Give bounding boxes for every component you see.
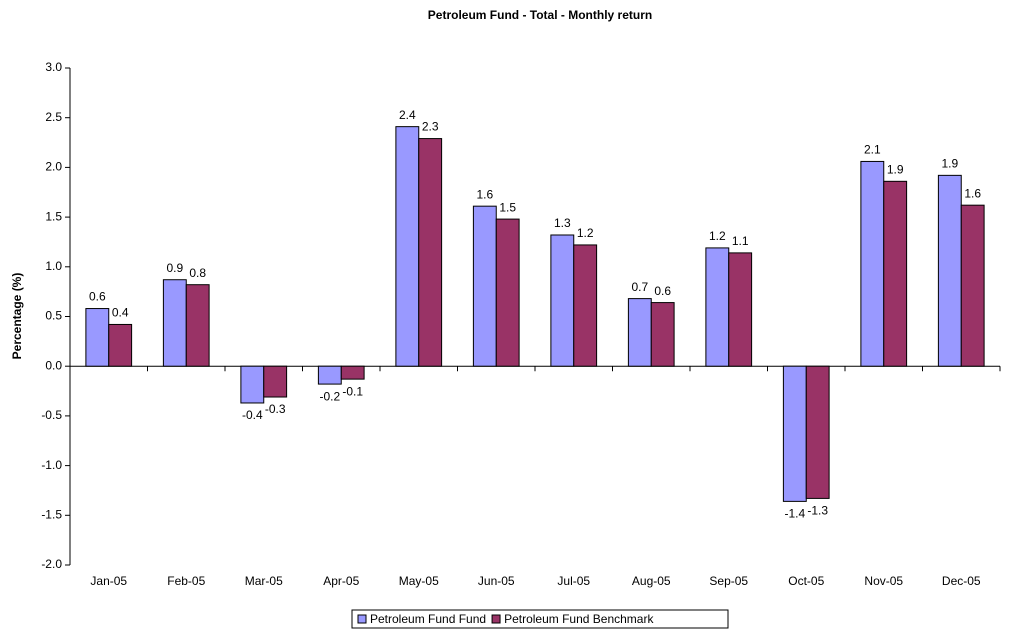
bar <box>263 365 288 398</box>
bar <box>240 365 265 404</box>
value-label: 0.6 <box>654 284 671 298</box>
value-label: -0.4 <box>242 408 263 422</box>
y-tick-label: -1.5 <box>41 507 62 521</box>
value-label: 1.9 <box>887 162 904 176</box>
bar <box>418 138 443 367</box>
x-tick-label: Jan-05 <box>90 574 127 588</box>
x-tick-label: Dec-05 <box>942 574 981 588</box>
x-tick-label: Oct-05 <box>788 574 824 588</box>
bar <box>317 365 342 385</box>
y-tick-label: 1.0 <box>45 259 62 273</box>
legend-swatch <box>357 614 367 624</box>
bar <box>805 365 830 499</box>
chart-title: Petroleum Fund - Total - Monthly return <box>428 8 652 22</box>
x-tick-label: Sep-05 <box>709 574 748 588</box>
value-label: 1.5 <box>499 200 516 214</box>
bar <box>495 218 520 367</box>
y-tick-label: -2.0 <box>41 557 62 571</box>
bar <box>340 365 365 380</box>
value-label: 2.1 <box>864 143 881 157</box>
bar <box>395 126 420 367</box>
bar <box>472 205 497 367</box>
bar <box>860 160 885 367</box>
bar <box>85 308 110 367</box>
y-tick-label: 0.5 <box>45 309 62 323</box>
bar <box>883 180 908 367</box>
y-tick-label: -1.0 <box>41 458 62 472</box>
x-tick-label: Mar-05 <box>245 574 283 588</box>
x-tick-label: Feb-05 <box>167 574 205 588</box>
bar <box>650 302 675 367</box>
value-label: -1.4 <box>784 507 805 521</box>
value-label: 1.6 <box>476 187 493 201</box>
legend-box <box>351 609 729 629</box>
y-axis-label: Percentage (%) <box>10 273 24 360</box>
y-tick-label: 2.0 <box>45 160 62 174</box>
value-label: 1.2 <box>709 229 726 243</box>
value-label: 1.1 <box>732 234 749 248</box>
value-label: 1.9 <box>941 157 958 171</box>
bar <box>185 284 210 367</box>
bar <box>728 252 753 367</box>
bar <box>162 279 187 367</box>
value-label: 0.8 <box>189 266 206 280</box>
y-tick-label: 3.0 <box>45 60 62 74</box>
y-tick-label: 2.5 <box>45 110 62 124</box>
value-label: 1.6 <box>964 186 981 200</box>
value-label: 2.4 <box>399 108 416 122</box>
value-label: -0.3 <box>265 402 286 416</box>
x-tick-label: Jul-05 <box>557 574 590 588</box>
y-tick-label: 0.0 <box>45 358 62 372</box>
bar <box>937 174 962 367</box>
value-label: -0.2 <box>319 389 340 403</box>
bar <box>108 323 133 367</box>
legend-label: Petroleum Fund Benchmark <box>504 612 654 626</box>
value-label: -1.3 <box>807 504 828 518</box>
x-tick-label: Nov-05 <box>864 574 903 588</box>
value-label: 1.2 <box>577 226 594 240</box>
x-tick-label: Aug-05 <box>632 574 671 588</box>
bar <box>627 298 652 367</box>
legend-swatch <box>491 614 501 624</box>
legend-label: Petroleum Fund Fund <box>370 612 486 626</box>
y-tick-label: -0.5 <box>41 408 62 422</box>
value-label: 1.3 <box>554 216 571 230</box>
y-tick-label: 1.5 <box>45 209 62 223</box>
x-tick-label: Jun-05 <box>478 574 515 588</box>
value-label: 0.9 <box>166 261 183 275</box>
value-label: -0.1 <box>342 384 363 398</box>
value-label: 2.3 <box>422 120 439 134</box>
bar <box>705 247 730 367</box>
bar <box>782 365 807 502</box>
bar <box>573 244 598 367</box>
bar <box>550 234 575 367</box>
x-tick-label: Apr-05 <box>323 574 359 588</box>
value-label: 0.4 <box>112 306 129 320</box>
value-label: 0.7 <box>631 280 648 294</box>
value-label: 0.6 <box>89 290 106 304</box>
x-tick-label: May-05 <box>399 574 439 588</box>
bar <box>960 204 985 367</box>
